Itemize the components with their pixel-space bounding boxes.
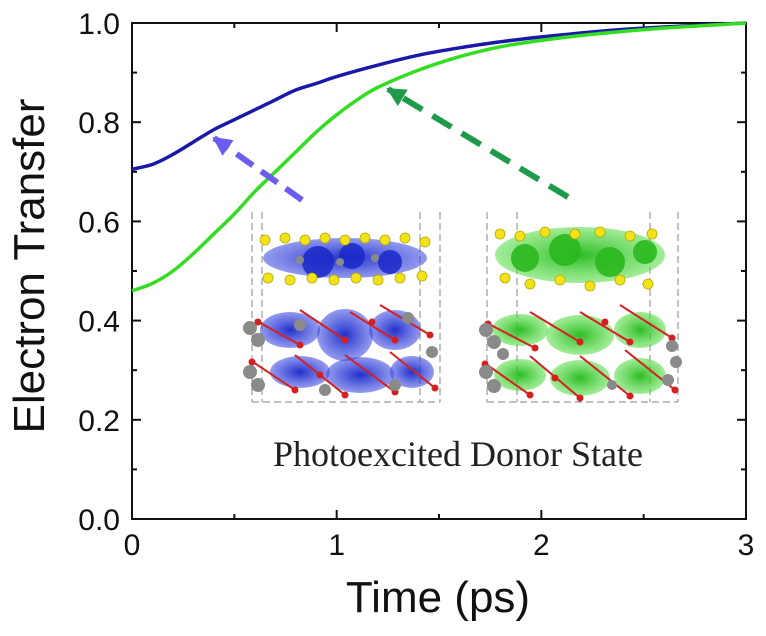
inset-caption: Photoexcited Donor State [273, 434, 643, 474]
series-line-blue [131, 21, 747, 172]
arrow-to-green-curve [386, 86, 570, 200]
y-tick-label: 1.0 [78, 8, 120, 41]
inset-structure-green [479, 212, 682, 403]
y-axis-title: Electron Transfer [5, 98, 54, 433]
x-tick-label: 3 [738, 529, 755, 562]
y-tick-label: 0.6 [78, 206, 120, 239]
y-tick-label: 0.2 [78, 405, 120, 438]
tick-labels: 0 1 2 3 0.0 0.2 0.4 0.6 0.8 1.0 [78, 8, 754, 562]
series-line-green [131, 21, 747, 293]
y-tick-label: 0.4 [78, 306, 120, 339]
series-layer [131, 21, 747, 293]
ticks [131, 22, 747, 520]
arrow-to-blue-curve [212, 135, 304, 203]
y-tick-label: 0.8 [78, 107, 120, 140]
inset-green-bottom-layer [479, 304, 682, 402]
y-tick-label: 0.0 [78, 504, 120, 537]
x-tick-label: 1 [328, 529, 345, 562]
inset-structure-blue [243, 212, 441, 403]
inset-blue-top-layer [259, 232, 431, 286]
x-tick-label: 0 [124, 529, 141, 562]
inset-blue-bottom-layer [243, 304, 439, 399]
inset-green-top-layer [494, 226, 665, 292]
x-axis-title: Time (ps) [346, 573, 530, 622]
x-tick-label: 2 [533, 529, 550, 562]
